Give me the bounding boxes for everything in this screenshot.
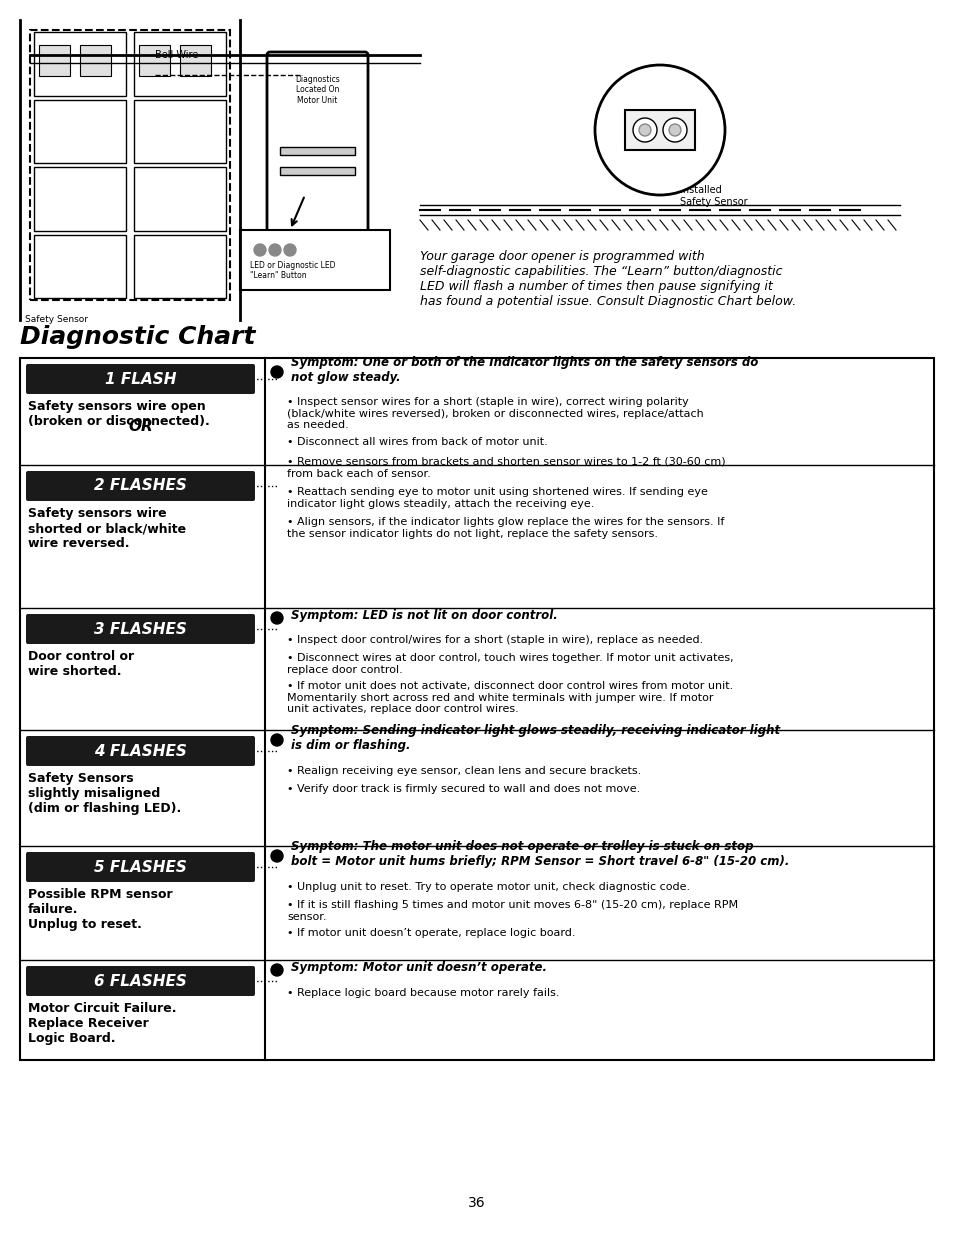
Text: Bell Wire: Bell Wire [154,49,198,61]
FancyBboxPatch shape [26,736,254,766]
Text: 36: 36 [468,1195,485,1210]
Text: Possible RPM sensor
failure.
Unplug to reset.: Possible RPM sensor failure. Unplug to r… [28,888,172,931]
Bar [80,44,111,77]
Text: Motor Circuit Failure.
Replace Receiver
Logic Board.: Motor Circuit Failure. Replace Receiver … [28,1002,176,1045]
Text: Safety Sensor: Safety Sensor [25,315,88,324]
FancyBboxPatch shape [26,852,254,882]
Bar [280,147,355,156]
Text: Symptom: Motor unit doesn’t operate.: Symptom: Motor unit doesn’t operate. [291,962,546,974]
Bar [624,110,695,149]
Text: Symptom: Sending indicator light glows steadily, receiving indicator light
is di: Symptom: Sending indicator light glows s… [291,724,780,752]
Text: Diagnostics
Located On
Motor Unit: Diagnostics Located On Motor Unit [294,75,339,105]
Text: • Disconnect all wires from back of motor unit.: • Disconnect all wires from back of moto… [287,437,547,447]
Text: 3 FLASHES: 3 FLASHES [94,621,187,636]
Text: Door control or
wire shorted.: Door control or wire shorted. [28,650,134,678]
Text: 6 FLASHES: 6 FLASHES [94,973,187,988]
Bar [133,32,226,95]
Circle shape [253,245,266,256]
Text: OR: OR [128,419,152,433]
Circle shape [269,245,281,256]
Bar [34,235,126,298]
FancyBboxPatch shape [267,52,368,253]
Bar [20,358,933,1060]
Text: • If it is still flashing 5 times and motor unit moves 6-8" (15-20 cm), replace : • If it is still flashing 5 times and mo… [287,900,738,921]
FancyBboxPatch shape [26,614,254,643]
Bar [34,167,126,231]
Text: • Align sensors, if the indicator lights glow replace the wires for the sensors.: • Align sensors, if the indicator lights… [287,517,723,538]
Bar [34,100,126,163]
Text: • Inspect sensor wires for a short (staple in wire), correct wiring polarity
(bl: • Inspect sensor wires for a short (stap… [287,396,703,430]
Text: • Disconnect wires at door control, touch wires together. If motor unit activate: • Disconnect wires at door control, touc… [287,653,733,674]
Text: • Remove sensors from brackets and shorten sensor wires to 1-2 ft (30-60 cm)
fro: • Remove sensors from brackets and short… [287,457,725,479]
Text: 5 FLASHES: 5 FLASHES [94,860,187,874]
Bar [133,167,226,231]
Text: 1 FLASH: 1 FLASH [105,372,176,387]
Text: 4 FLASHES: 4 FLASHES [94,743,187,758]
Text: • Unplug unit to reset. Try to operate motor unit, check diagnostic code.: • Unplug unit to reset. Try to operate m… [287,882,689,892]
Text: Your garage door opener is programmed with
self-diagnostic capabilities. The “Le: Your garage door opener is programmed wi… [419,249,796,308]
FancyBboxPatch shape [26,471,254,501]
Bar [280,167,355,175]
Text: Symptom: One or both of the Indicator lights on the safety sensors do
not glow s: Symptom: One or both of the Indicator li… [291,356,758,384]
Text: Symptom: LED is not lit on door control.: Symptom: LED is not lit on door control. [291,610,558,622]
Text: • If motor unit doesn’t operate, replace logic board.: • If motor unit doesn’t operate, replace… [287,927,575,939]
Text: • If motor unit does not activate, disconnect door control wires from motor unit: • If motor unit does not activate, disco… [287,680,733,714]
Circle shape [271,613,283,624]
Circle shape [595,65,724,195]
Text: Symptom: The motor unit does not operate or trolley is stuck on stop
bolt = Moto: Symptom: The motor unit does not operate… [291,840,788,868]
Circle shape [271,850,283,862]
Text: Installed
Safety Sensor: Installed Safety Sensor [679,185,747,206]
Text: Safety sensors wire
shorted or black/white
wire reversed.: Safety sensors wire shorted or black/whi… [28,508,186,550]
Bar [240,230,390,290]
Bar [30,30,230,300]
Bar [39,44,70,77]
Text: Safety sensors wire open
(broken or disconnected).: Safety sensors wire open (broken or disc… [28,400,210,429]
FancyBboxPatch shape [26,966,254,995]
Text: LED or Diagnostic LED
"Learn" Button: LED or Diagnostic LED "Learn" Button [250,261,335,280]
Circle shape [639,124,650,136]
Bar [180,44,211,77]
Bar [34,32,126,95]
Circle shape [668,124,680,136]
Circle shape [633,119,657,142]
Bar [139,44,170,77]
Text: Diagnostic Chart: Diagnostic Chart [20,325,255,350]
Circle shape [271,366,283,378]
Text: 2 FLASHES: 2 FLASHES [94,478,187,494]
Text: Safety Sensors
slightly misaligned
(dim or flashing LED).: Safety Sensors slightly misaligned (dim … [28,772,181,815]
Bar [133,235,226,298]
FancyBboxPatch shape [26,364,254,394]
Circle shape [271,734,283,746]
Text: • Reattach sending eye to motor unit using shortened wires. If sending eye
indic: • Reattach sending eye to motor unit usi… [287,487,707,509]
Text: • Inspect door control/wires for a short (staple in wire), replace as needed.: • Inspect door control/wires for a short… [287,635,702,645]
Text: • Replace logic board because motor rarely fails.: • Replace logic board because motor rare… [287,988,558,998]
Circle shape [284,245,295,256]
Circle shape [662,119,686,142]
Bar [133,100,226,163]
Circle shape [271,965,283,976]
Text: • Verify door track is firmly secured to wall and does not move.: • Verify door track is firmly secured to… [287,784,639,794]
Text: • Realign receiving eye sensor, clean lens and secure brackets.: • Realign receiving eye sensor, clean le… [287,766,640,776]
